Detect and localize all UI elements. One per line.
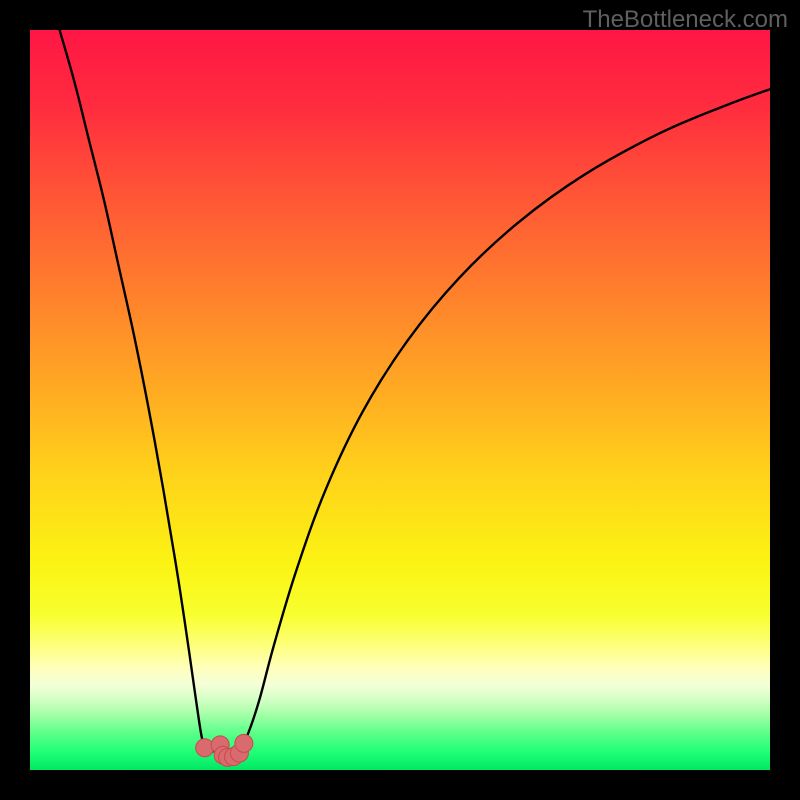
bottleneck-curve: [60, 30, 770, 753]
curve-layer: [30, 30, 770, 770]
data-markers: [196, 734, 253, 766]
attribution-text: TheBottleneck.com: [583, 6, 788, 34]
chart-root: TheBottleneck.com: [0, 0, 800, 800]
data-marker: [196, 739, 214, 757]
plot-area: [30, 30, 770, 770]
data-marker: [235, 734, 253, 752]
